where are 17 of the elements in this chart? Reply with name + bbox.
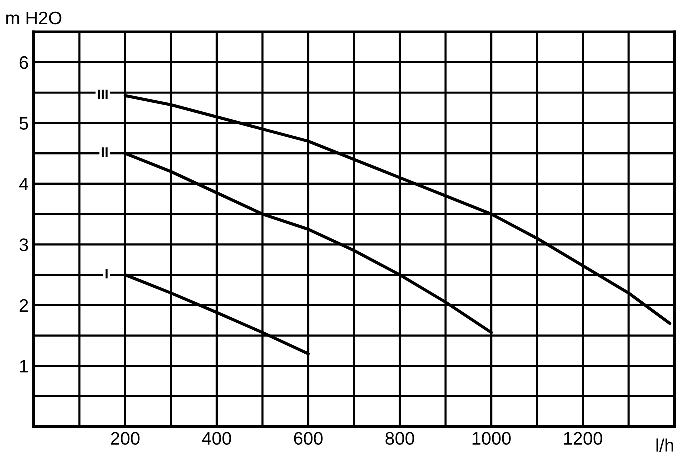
x-tick-label: 800 xyxy=(386,432,414,445)
series-label: III xyxy=(98,90,108,100)
y-tick-label: 6 xyxy=(20,56,28,70)
x-axis-title: l/h xyxy=(656,438,674,452)
x-tick-label: 200 xyxy=(111,432,140,445)
x-tick-label: 1000 xyxy=(472,432,511,445)
series-label: II xyxy=(102,148,108,158)
y-axis-title: m H2O xyxy=(6,12,62,25)
series-label: I xyxy=(106,269,108,279)
x-tick-label: 600 xyxy=(294,432,323,445)
y-tick-label: 5 xyxy=(20,117,28,130)
y-tick-label: 4 xyxy=(19,178,29,190)
y-tick-label: 2 xyxy=(20,299,28,312)
y-tick-label: 3 xyxy=(20,238,28,252)
y-tick-label: 1 xyxy=(20,360,28,373)
x-tick-label: 400 xyxy=(202,432,232,445)
x-tick-label: 1200 xyxy=(564,432,602,445)
